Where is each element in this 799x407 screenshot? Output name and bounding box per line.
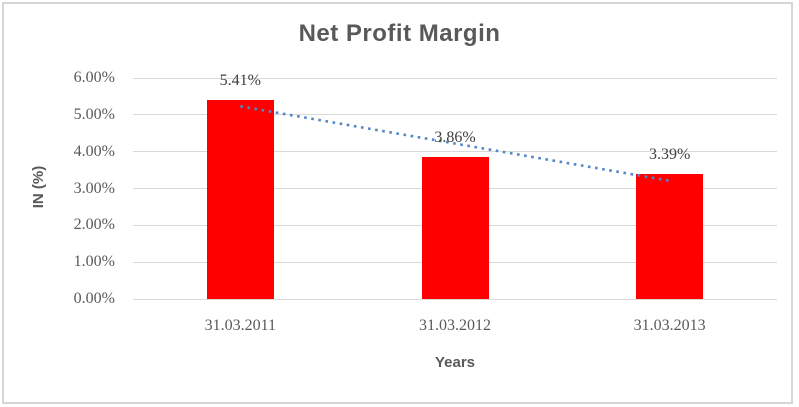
x-tick-label: 31.03.2013	[633, 317, 706, 334]
y-tick-label: 1.00%	[73, 253, 115, 271]
bar-value-label: 3.39%	[648, 146, 691, 164]
x-tick-label: 31.03.2011	[204, 317, 277, 334]
x-tick-label: 31.03.2012	[419, 317, 491, 334]
y-tick-label: 0.00%	[73, 290, 115, 307]
bar	[421, 156, 489, 299]
bar-value-label: 3.86%	[434, 128, 476, 146]
bar	[636, 174, 704, 299]
y-tick-label: 6.00%	[73, 69, 115, 86]
gridline	[133, 298, 777, 300]
y-tick-label: 4.00%	[73, 142, 115, 160]
gridline	[133, 77, 777, 79]
y-tick-label: 5.00%	[73, 105, 115, 123]
y-tick-label: 2.00%	[73, 216, 115, 234]
bar-value-label: 5.41%	[219, 71, 261, 89]
y-tick-label: 3.00%	[73, 179, 115, 197]
bar	[206, 99, 274, 299]
x-axis-title: Years	[434, 354, 476, 371]
chart-title: Net Profit Margin	[298, 20, 501, 47]
